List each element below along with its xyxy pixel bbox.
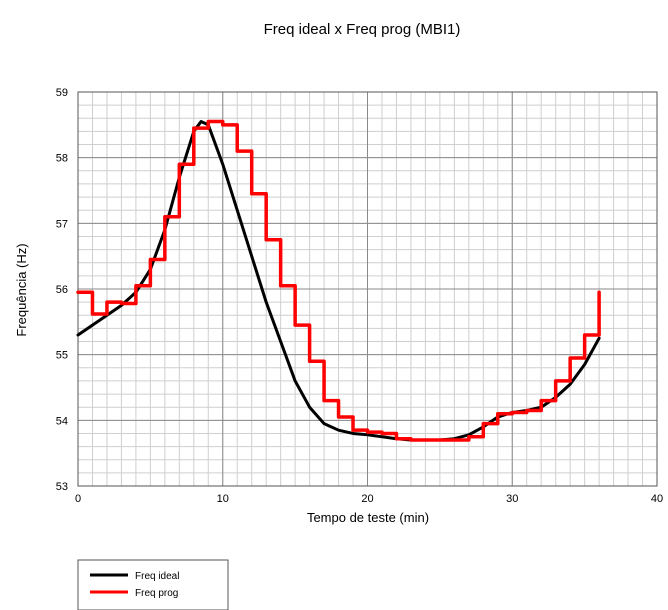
- x-tick-label: 20: [361, 493, 373, 505]
- x-tick-label: 10: [217, 493, 229, 505]
- x-axis-title: Tempo de teste (min): [307, 510, 429, 525]
- y-tick-label: 59: [56, 87, 68, 99]
- legend-label-freq-prog: Freq prog: [135, 588, 178, 599]
- series-layer: [76, 119, 601, 442]
- legend-box: [77, 559, 229, 610]
- y-tick-label: 58: [56, 153, 68, 165]
- y-tick-label: 53: [56, 481, 68, 493]
- y-tick-label: 55: [56, 350, 68, 362]
- y-tick-labels: 53 54 55 56 57 58 59: [56, 87, 68, 493]
- series-line-freq-prog: [76, 119, 601, 442]
- legend: Freq ideal Freq prog: [77, 559, 229, 610]
- x-tick-labels: 0 10 20 30 40: [75, 493, 663, 505]
- y-axis-title: Frequência (Hz): [14, 243, 29, 336]
- x-tick-label: 0: [75, 493, 81, 505]
- y-tick-label: 57: [56, 218, 68, 230]
- chart-title: Freq ideal x Freq prog (MBI1): [264, 21, 461, 38]
- x-tick-label: 40: [651, 493, 663, 505]
- plot-area-frame: [77, 91, 658, 487]
- y-tick-label: 54: [56, 415, 68, 427]
- legend-label-freq-ideal: Freq ideal: [135, 571, 179, 582]
- x-tick-label: 30: [506, 493, 518, 505]
- y-tick-label: 56: [56, 284, 68, 296]
